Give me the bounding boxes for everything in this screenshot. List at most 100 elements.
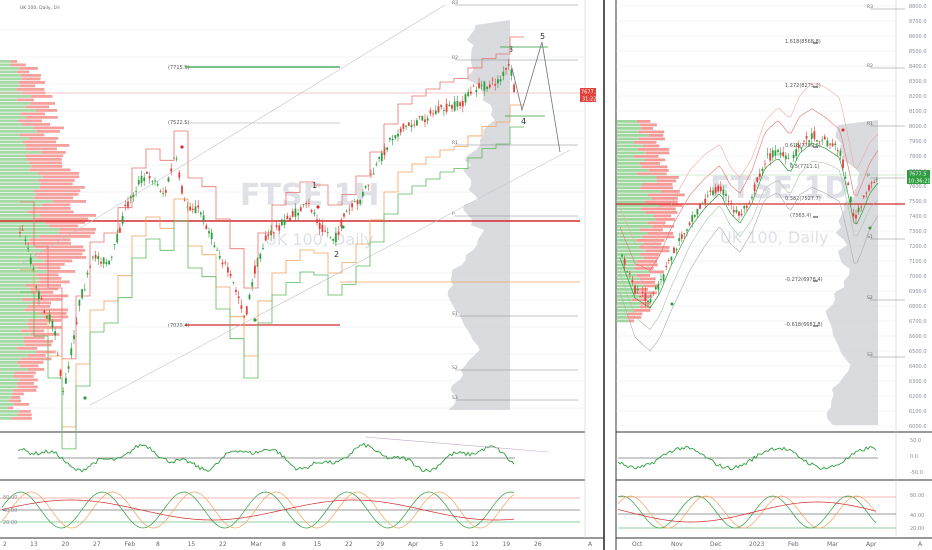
volume-profile-bar-up xyxy=(0,417,12,420)
volume-profile-bar-up xyxy=(0,245,35,249)
volume-profile-bar-up xyxy=(0,312,41,315)
candle-body xyxy=(505,68,507,70)
left-x-tick: 15 xyxy=(314,541,322,548)
candle-body xyxy=(159,190,162,192)
candle-body xyxy=(264,235,267,241)
candle-body xyxy=(75,322,78,324)
candle-body xyxy=(156,184,159,186)
volume-profile-bar-down xyxy=(39,235,91,238)
volume-profile-bar-down xyxy=(29,168,71,172)
right-osc1-line xyxy=(617,445,877,471)
right-vp-bar-down xyxy=(639,277,656,281)
volume-profile-bar-up xyxy=(0,88,17,91)
volume-profile-bar-down xyxy=(38,172,80,175)
right-vp-bar-up xyxy=(617,193,649,197)
right-vp-bar-down xyxy=(640,253,660,256)
volume-profile-bar-up xyxy=(0,182,41,186)
right-candle-body xyxy=(782,152,785,157)
right-vp-bar-up xyxy=(617,277,640,281)
right-vp-bar-down xyxy=(640,186,674,190)
left-x-tick: 19 xyxy=(503,541,511,548)
right-vp-bar-up xyxy=(617,169,649,172)
candle-body xyxy=(189,206,191,211)
wave-label-1: 1 xyxy=(312,181,317,190)
pivot-mark-label: S1 xyxy=(452,311,458,317)
right-vp-bar-up xyxy=(617,232,648,235)
candle-body xyxy=(426,118,429,121)
right-y-tick: 8200.0 xyxy=(909,94,927,100)
right-vp-bar-down xyxy=(638,130,665,134)
left-corner-mark: 2 xyxy=(3,541,7,548)
volume-profile-bar-down xyxy=(59,231,95,235)
inner-band-upper xyxy=(619,108,879,271)
volume-profile-bar-down xyxy=(26,158,62,161)
volume-profile-bar-down xyxy=(17,385,38,389)
volume-profile-bar-down xyxy=(36,350,56,354)
candle-body xyxy=(397,133,399,137)
right-candle-body xyxy=(803,140,805,142)
volume-profile-bar-up xyxy=(0,375,14,378)
right-vp-bar-down xyxy=(634,267,654,270)
candle-body xyxy=(124,204,127,207)
wave-label-2: 2 xyxy=(334,250,339,259)
right-vp-bar-down xyxy=(635,263,658,267)
osc2-k-line xyxy=(1,491,515,529)
candle-body xyxy=(286,215,289,220)
right-vp-bar-up xyxy=(617,197,652,200)
right-osc2-slow xyxy=(617,501,877,523)
volume-profile-bar-up xyxy=(0,238,30,242)
candle-body xyxy=(183,199,186,201)
right-vp-bar-up xyxy=(617,267,635,270)
volume-profile-bar-down xyxy=(34,245,84,249)
right-candle-body xyxy=(722,189,725,195)
volume-profile-bar-down xyxy=(49,224,79,228)
right-price-tag-bg xyxy=(907,170,930,177)
right-vp-bar-down xyxy=(641,127,654,130)
candle-body xyxy=(313,212,316,215)
candle-body xyxy=(56,354,59,356)
candle-body xyxy=(70,348,73,356)
right-candle-body xyxy=(860,206,863,208)
right-vp-bar-up xyxy=(617,200,646,204)
right-candle-body xyxy=(667,260,670,261)
right-vp-bar-down xyxy=(634,155,659,158)
right-watermark-subtitle: UK 100, Daily xyxy=(720,228,828,247)
candle-body xyxy=(499,79,502,82)
candle-body xyxy=(178,172,181,178)
volume-profile-bar-down xyxy=(34,252,83,256)
band-green-lower xyxy=(20,126,524,450)
right-vp-bar-down xyxy=(638,137,665,141)
right-vp-bar-up xyxy=(617,218,656,221)
pivot-mark-label: S2 xyxy=(452,365,458,371)
right-candle-body xyxy=(743,206,746,209)
right-candle-body xyxy=(751,196,753,199)
wave-label-3: 3 xyxy=(508,45,513,54)
volume-profile-bar-down xyxy=(36,130,60,133)
volume-profile-bar-up xyxy=(0,158,27,161)
right-candle-body xyxy=(779,152,782,156)
right-vp-bar-up xyxy=(617,190,661,193)
candle-body xyxy=(380,152,383,162)
candle-body xyxy=(245,306,248,315)
candle-body xyxy=(127,201,129,208)
volume-profile-bar-down xyxy=(10,60,18,63)
volume-profile-bar-down xyxy=(28,326,62,329)
osc1-line xyxy=(17,442,515,473)
candle-body xyxy=(345,211,348,213)
volume-profile-bar-down xyxy=(42,175,80,179)
right-corner-mark: A xyxy=(918,541,923,548)
volume-profile-bar-down xyxy=(16,347,38,350)
right-osc2-tick: 80.00 xyxy=(910,493,924,499)
volume-profile-bar-down xyxy=(17,413,32,417)
candle-body xyxy=(248,294,251,300)
right-vp-bar-up xyxy=(617,158,645,162)
volume-profile-bar-down xyxy=(18,119,42,123)
right-pivot-mark-label: S1 xyxy=(867,234,873,240)
candle-body xyxy=(40,298,43,300)
right-candle-body xyxy=(704,198,707,204)
right-candle-body xyxy=(693,214,696,217)
right-vp-bar-down xyxy=(651,197,678,200)
volume-profile-bar-down xyxy=(29,161,62,165)
volume-profile-bar-up xyxy=(0,105,26,109)
